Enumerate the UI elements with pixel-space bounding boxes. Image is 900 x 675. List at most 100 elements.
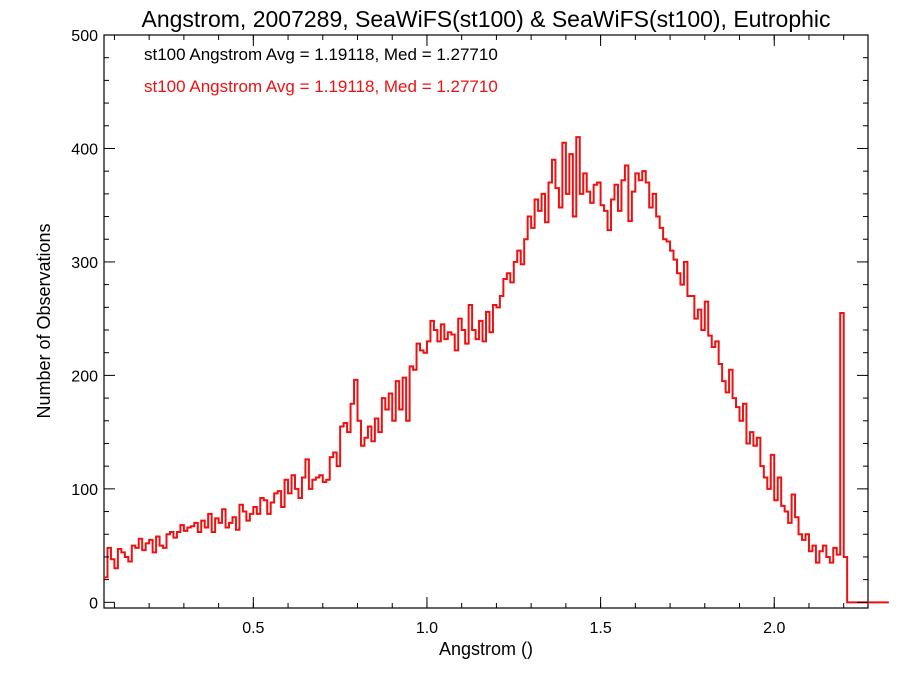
histogram-bin: [510, 282, 513, 602]
histogram-bin: [587, 192, 590, 603]
histogram-bin: [448, 332, 451, 602]
plot-frame: [103, 34, 869, 609]
histogram-bin: [601, 205, 604, 602]
histogram-bin: [347, 432, 350, 602]
histogram-bin: [368, 426, 371, 602]
histogram-bin: [278, 491, 281, 602]
histogram-bin: [437, 341, 440, 602]
histogram-bin: [618, 211, 621, 602]
x-tick-label: 1.0: [416, 620, 438, 637]
x-tick-label: 2.0: [763, 620, 785, 637]
histogram-bin: [635, 173, 638, 602]
histogram-bin: [538, 211, 541, 602]
histogram-bin: [472, 330, 475, 602]
histogram-bin: [333, 453, 336, 603]
histogram-bin: [305, 459, 308, 602]
histogram-bin: [555, 188, 558, 602]
histogram-bin: [184, 531, 187, 602]
histogram-bin: [625, 165, 628, 602]
histogram-bin: [795, 517, 798, 602]
histogram-bin: [399, 409, 402, 602]
histogram-bin: [781, 506, 784, 602]
histogram-bin: [639, 180, 642, 602]
histogram-bin: [128, 561, 131, 602]
histogram-bin: [611, 200, 614, 603]
histogram-bin: [552, 160, 555, 603]
histogram-bin: [715, 341, 718, 602]
histogram-bin: [677, 273, 680, 602]
y-tick-label: 200: [71, 368, 98, 385]
histogram-bin: [149, 540, 152, 602]
histogram-bin: [285, 480, 288, 603]
histogram-bin: [566, 194, 569, 602]
histogram-bin: [663, 239, 666, 602]
histogram-bin: [736, 407, 739, 602]
histogram-bin: [785, 512, 788, 603]
histogram-bin: [302, 478, 305, 603]
histogram-bin: [111, 559, 114, 602]
histogram-bin: [406, 421, 409, 603]
histogram-bin: [167, 534, 170, 602]
histogram-bin: [476, 339, 479, 602]
histogram-bin: [385, 409, 388, 602]
histogram-bin: [833, 548, 836, 602]
histogram-bin: [701, 330, 704, 602]
histogram-bin: [340, 426, 343, 602]
y-tick-label: 500: [71, 28, 98, 45]
histogram-bin: [173, 538, 176, 603]
histogram-bin: [503, 279, 506, 602]
histogram-bin: [337, 466, 340, 602]
y-axis: 0 100 200 300 400 500: [71, 28, 868, 612]
histogram-bin: [264, 500, 267, 602]
y-tick-label: 400: [71, 141, 98, 158]
histogram-bin: [160, 546, 163, 603]
histogram-bin: [135, 548, 138, 602]
histogram-bin: [260, 498, 263, 602]
histogram-bin: [614, 185, 617, 603]
histogram-bin: [118, 549, 121, 602]
histogram-bin: [215, 518, 218, 602]
histogram-bin: [371, 441, 374, 602]
histogram-bin: [201, 521, 204, 603]
histogram-bin: [208, 514, 211, 603]
histogram-bin: [656, 217, 659, 603]
x-axis: 0.5 1.0 1.5 2.0: [113, 35, 845, 637]
histogram-bin: [403, 378, 406, 603]
histogram-bin: [205, 527, 208, 602]
histogram-bin: [104, 577, 107, 602]
histogram-bin: [840, 313, 843, 602]
histogram-bin: [653, 194, 656, 602]
stats-annotation-black: st100 Angstrom Avg = 1.19118, Med = 1.27…: [144, 45, 498, 64]
histogram-bin: [812, 546, 815, 603]
histogram-bin: [316, 478, 319, 603]
histogram-bin: [573, 217, 576, 603]
histogram-bin: [687, 296, 690, 602]
histogram-bin: [837, 555, 840, 603]
histogram-bin: [323, 482, 326, 602]
histogram-bin: [364, 438, 367, 603]
histogram-bin: [243, 512, 246, 603]
histogram-bin: [712, 347, 715, 602]
histogram-bin: [708, 336, 711, 603]
histogram-bin: [597, 183, 600, 603]
histogram-bin: [569, 154, 572, 602]
histogram-bin: [729, 370, 732, 603]
histogram-bin: [726, 392, 729, 602]
histogram-bin: [246, 521, 249, 603]
histogram-bin: [788, 523, 791, 602]
histogram-bin: [274, 493, 277, 602]
histogram-bin: [375, 419, 378, 603]
histogram-bin: [423, 353, 426, 603]
histogram-bin: [649, 207, 652, 602]
histogram-bin: [430, 321, 433, 602]
histogram-bin: [295, 489, 298, 602]
histogram-bin: [542, 194, 545, 602]
histogram-bin: [420, 350, 423, 602]
histogram-bin: [844, 557, 847, 602]
histogram-bin: [139, 539, 142, 603]
histogram-bin: [576, 137, 579, 602]
histogram-bin: [590, 203, 593, 602]
histogram-line: [104, 136, 889, 604]
histogram-bin: [326, 480, 329, 603]
histogram-bin: [451, 335, 454, 603]
